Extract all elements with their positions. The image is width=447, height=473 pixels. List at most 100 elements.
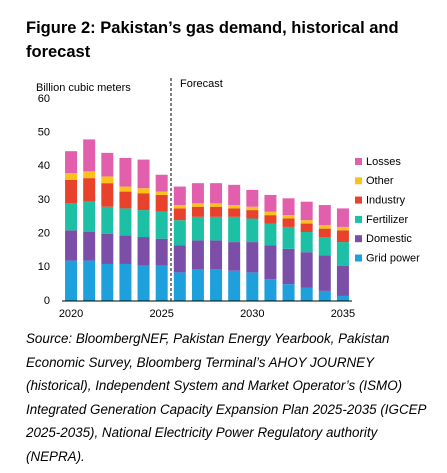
bar-segment [173, 186, 186, 206]
bar-segment [336, 265, 349, 296]
bar-segment [101, 233, 114, 264]
legend-swatch [355, 235, 362, 243]
bar-segment [173, 208, 186, 221]
legend-swatch [355, 158, 362, 165]
bar-segment [246, 210, 259, 219]
bar-segment [228, 205, 241, 209]
bar-segment [210, 203, 223, 207]
bar-segment [65, 260, 78, 301]
bar-segment [282, 215, 295, 219]
bar-segment [282, 198, 295, 216]
bar-segment [210, 269, 223, 301]
bar-segment [228, 184, 241, 206]
bar-segment [264, 245, 277, 280]
bar-segment [65, 230, 78, 261]
source-note: Source: BloombergNEF, Pakistan Energy Ye… [26, 331, 426, 464]
legend-label: Losses [366, 156, 401, 168]
y-tick-label: 30 [38, 194, 50, 206]
chart-title: Figure 2: Pakistan’s gas demand, histori… [26, 19, 399, 61]
bar-segment [137, 265, 150, 301]
legend-label: Other [366, 175, 394, 187]
legend-label: Grid power [366, 252, 420, 264]
bar-segment [137, 210, 150, 238]
bar-segment [318, 225, 331, 229]
bar-segment [173, 205, 186, 209]
legend-label: Industry [366, 195, 406, 207]
bar-segment [137, 237, 150, 266]
bar-segment [228, 208, 241, 217]
legend-swatch [355, 196, 362, 204]
bar-segment [282, 218, 295, 227]
bar-segment [282, 226, 295, 249]
bar-segment [210, 206, 223, 217]
bar-segment [318, 290, 331, 301]
bar-segment [137, 188, 150, 194]
bar-segment [155, 174, 168, 192]
bar-segment [155, 238, 168, 266]
bar-segment [300, 252, 313, 288]
legend-label: Fertilizer [366, 214, 409, 226]
bar-segment [119, 208, 132, 236]
bar-segment [101, 183, 114, 207]
bar-segment [191, 216, 204, 241]
bar-segment [137, 193, 150, 211]
bar-segment [318, 228, 331, 238]
bar-segment [155, 194, 168, 212]
bar-segment [101, 152, 114, 177]
bar-segment [191, 206, 204, 217]
bar-segment [246, 206, 259, 211]
chart: Billion cubic meters Forecast 0102030405… [36, 78, 420, 320]
y-axis-label: Billion cubic meters [36, 82, 131, 94]
bar-segment [246, 272, 259, 301]
bar-segment [246, 218, 259, 243]
bar-segment [210, 183, 223, 204]
bar-segment [228, 242, 241, 271]
bar-segment [173, 220, 186, 246]
bar-segment [101, 263, 114, 301]
legend-label: Domestic [366, 233, 412, 245]
bar-segment [101, 176, 114, 184]
bar-segment [83, 139, 96, 172]
bar-segment [300, 231, 313, 253]
y-tick-label: 10 [38, 261, 50, 273]
bar-segment [65, 179, 78, 204]
bar-segment [119, 186, 132, 192]
bar-segment [246, 189, 259, 207]
bar-segment [300, 220, 313, 224]
bar-segment [264, 215, 277, 224]
bar-segment [300, 287, 313, 301]
bar-segment [137, 159, 150, 189]
bar-segment [119, 191, 132, 209]
x-tick-label: 2025 [149, 308, 173, 320]
bar-segment [264, 194, 277, 212]
bar-segment [336, 230, 349, 243]
bar-segment [318, 255, 331, 291]
bar-segment [228, 216, 241, 243]
y-tick-label: 60 [38, 93, 50, 105]
bar-segment [155, 191, 168, 195]
bar-segment [300, 201, 313, 221]
bar-segment [264, 279, 277, 301]
bar-segment [300, 223, 313, 232]
bar-segment [336, 208, 349, 227]
bar-segment [336, 242, 349, 266]
bar-segment [191, 269, 204, 301]
bar-segment [282, 284, 295, 301]
bar-segment [282, 248, 295, 285]
bar-segment [83, 201, 96, 232]
x-tick-label: 2035 [331, 308, 355, 320]
bar-segment [65, 173, 78, 180]
y-tick-label: 0 [44, 295, 50, 307]
bar-segment [191, 203, 204, 207]
legend-swatch [355, 215, 362, 223]
y-tick-label: 40 [38, 160, 50, 172]
bar-segment [318, 205, 331, 226]
bar-segment [210, 216, 223, 241]
bar-segment [336, 295, 349, 301]
bar-segment [83, 260, 96, 301]
bar-segment [264, 223, 277, 246]
bar-segment [155, 265, 168, 301]
bar-segment [119, 235, 132, 264]
bar-segment [264, 211, 277, 216]
y-tick-label: 20 [38, 228, 50, 240]
